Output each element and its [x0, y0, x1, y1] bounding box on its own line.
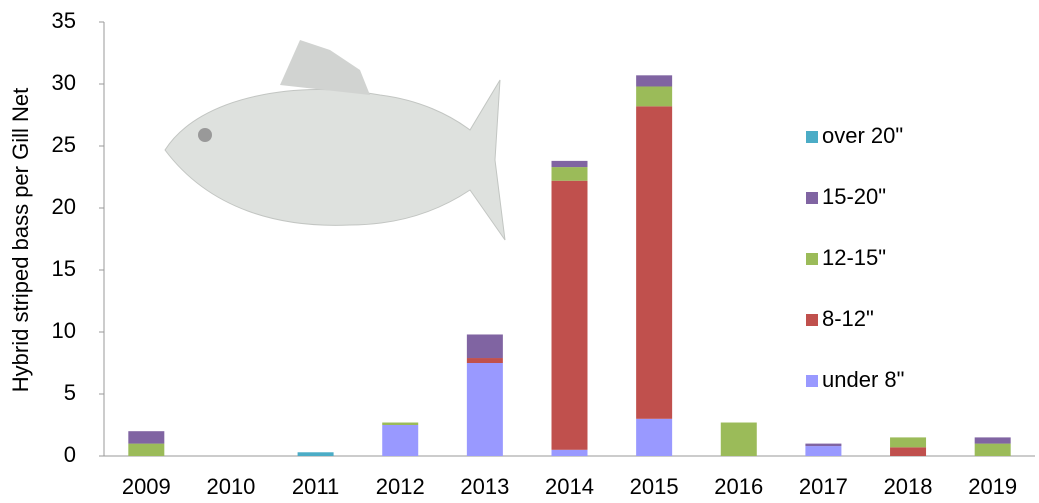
x-tick-label: 2014	[545, 474, 594, 499]
x-tick-label: 2019	[968, 474, 1017, 499]
x-tick-label: 2012	[376, 474, 425, 499]
bar-segment	[466, 358, 503, 363]
bar-segment	[805, 446, 842, 456]
legend-swatch	[806, 253, 818, 265]
legend-label: over 20"	[822, 123, 903, 148]
x-tick-label: 2017	[799, 474, 848, 499]
bar-segment	[551, 167, 588, 181]
bar-segment	[382, 422, 419, 425]
bar-segment	[128, 431, 165, 444]
y-tick-label: 25	[52, 132, 76, 157]
legend-swatch	[806, 131, 818, 143]
bar-segment	[636, 86, 673, 107]
bar-segment	[551, 180, 588, 450]
bar-segment	[974, 437, 1011, 444]
bar-segment	[297, 452, 334, 456]
bar-segment	[636, 106, 673, 419]
bar-segment	[466, 363, 503, 456]
x-tick-label: 2013	[460, 474, 509, 499]
legend-swatch	[806, 192, 818, 204]
x-tick-label: 2009	[122, 474, 171, 499]
legend-label: 15-20"	[822, 184, 886, 209]
fish-illustration	[164, 40, 506, 241]
x-tick-label: 2018	[884, 474, 933, 499]
bar-segment	[890, 437, 927, 448]
legend-label: under 8"	[822, 367, 904, 392]
bar-segment	[890, 447, 927, 456]
y-tick-label: 5	[64, 380, 76, 405]
legend-swatch	[806, 314, 818, 326]
x-tick-label: 2011	[292, 474, 339, 499]
y-tick-label: 20	[52, 194, 76, 219]
bar-segment	[974, 443, 1011, 456]
bar-segment	[805, 443, 842, 447]
y-tick-label: 0	[64, 442, 76, 467]
x-tick-label: 2010	[206, 474, 255, 499]
bar-segment	[551, 160, 588, 168]
bar-segment	[720, 422, 757, 456]
bar-segment	[382, 425, 419, 456]
y-tick-label: 35	[52, 8, 76, 33]
bar-segment	[128, 443, 165, 456]
bar-segment	[636, 418, 673, 456]
legend-label: 12-15"	[822, 245, 886, 270]
y-tick-label: 10	[52, 318, 76, 343]
legend-swatch	[806, 375, 818, 387]
bar-segment	[466, 334, 503, 359]
bar-segment	[636, 75, 673, 87]
y-tick-label: 15	[52, 256, 76, 281]
x-tick-label: 2015	[630, 474, 679, 499]
legend-label: 8-12"	[822, 306, 874, 331]
bar-segment	[551, 449, 588, 456]
y-tick-label: 30	[52, 70, 76, 95]
y-axis-title: Hybrid striped bass per Gill Net	[8, 88, 33, 392]
x-tick-label: 2016	[714, 474, 763, 499]
